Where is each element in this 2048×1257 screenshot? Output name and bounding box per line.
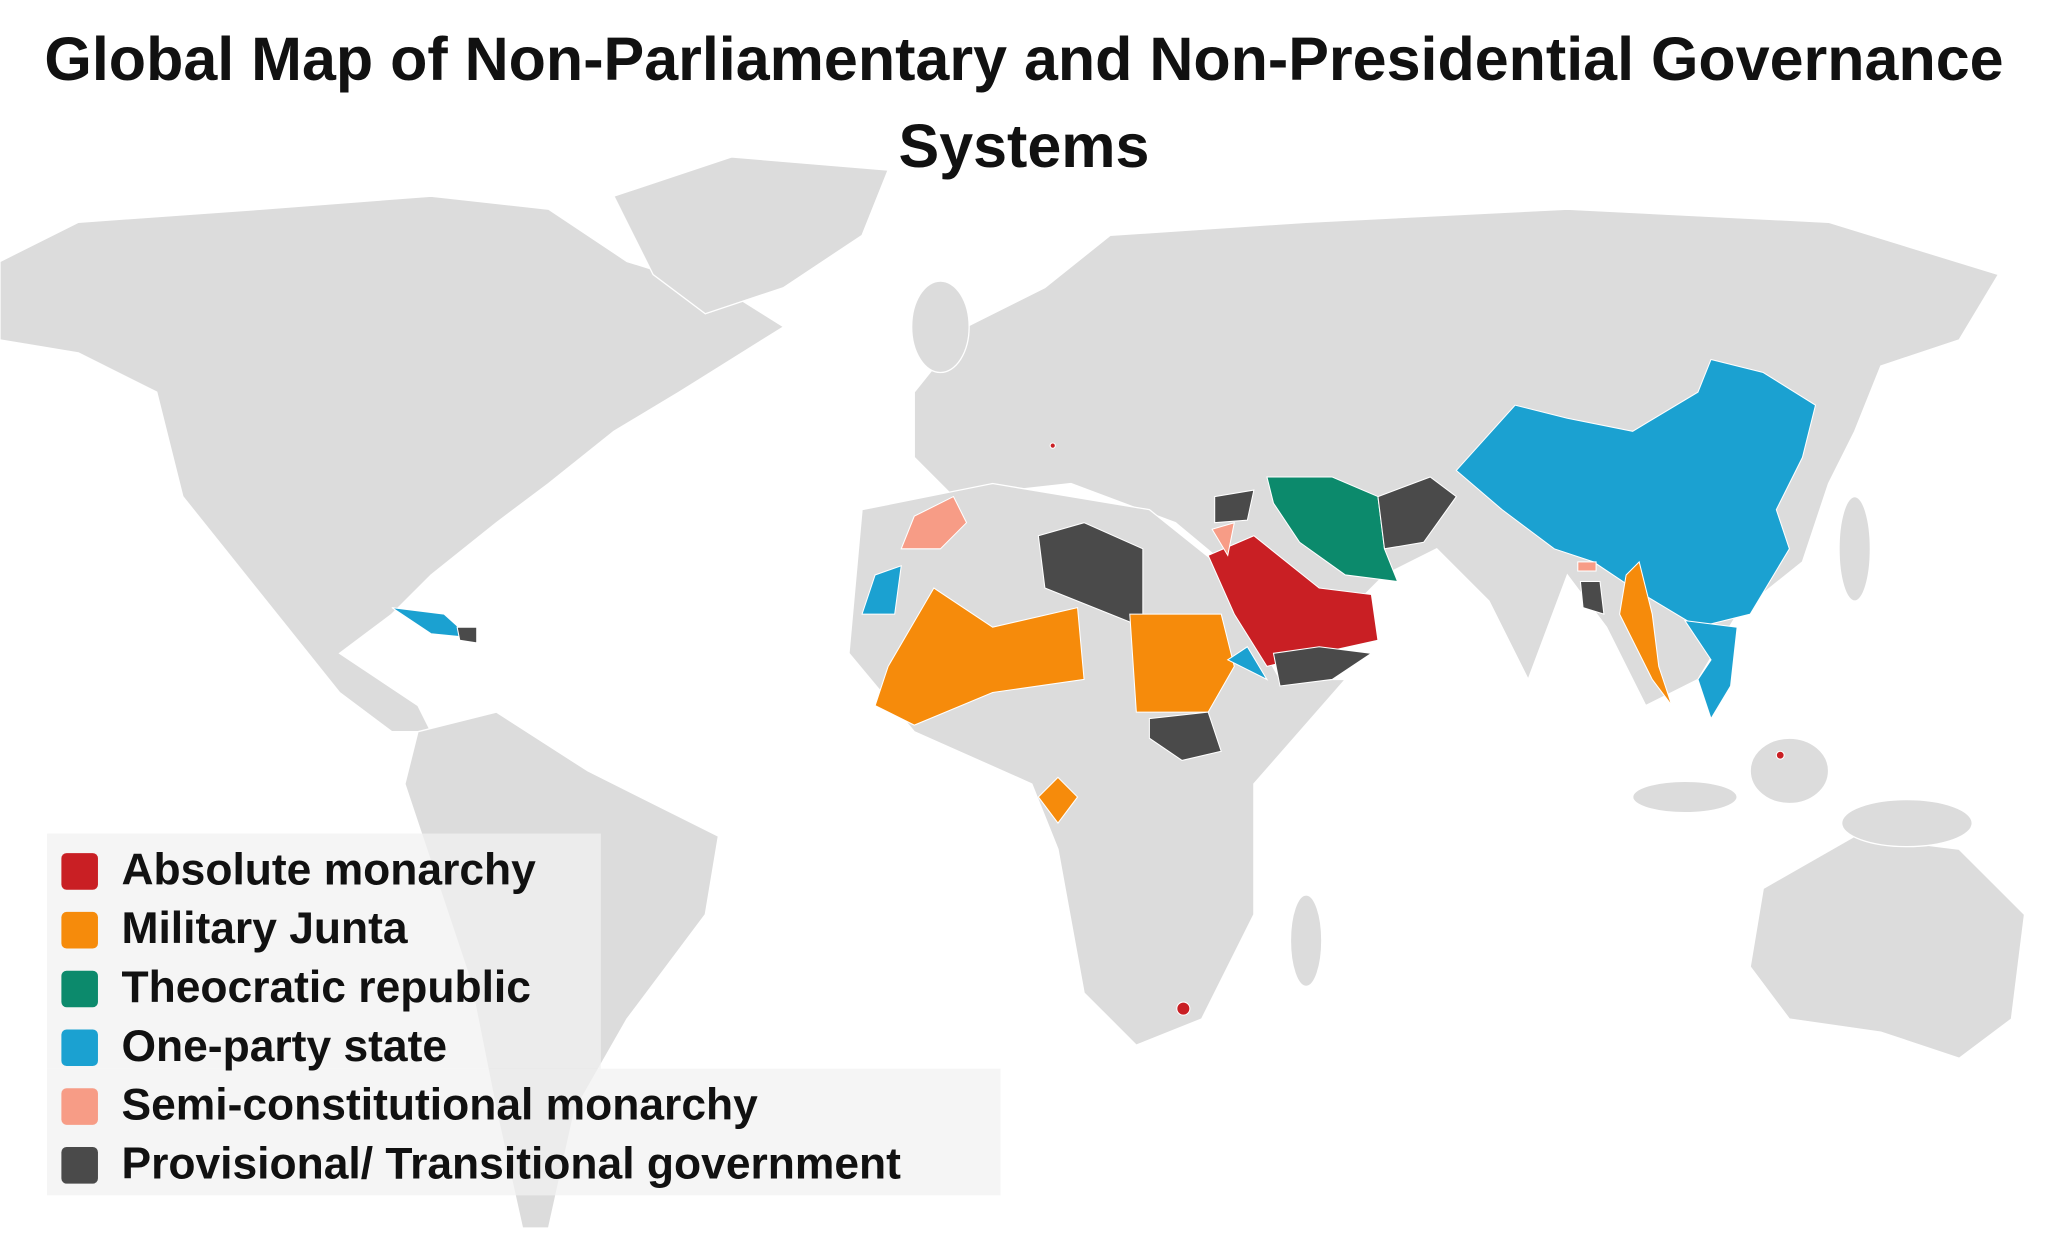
- legend-swatch: [61, 1088, 98, 1125]
- legend: Absolute monarchy Military Junta Theocrati…: [47, 833, 1001, 1196]
- legend-label: Absolute monarchy: [121, 845, 536, 894]
- country: [1129, 613, 1235, 713]
- legend-label: Provisional/ Transitional government: [121, 1139, 901, 1188]
- country: [1148, 711, 1222, 761]
- country: [1037, 776, 1079, 824]
- island: [1289, 894, 1323, 988]
- legend-swatch: [61, 853, 98, 890]
- legend-label: Semi-constitutional monarchy: [121, 1081, 758, 1130]
- island: [1631, 780, 1738, 814]
- legend-swatch: [61, 1029, 98, 1067]
- legend-swatch: [61, 970, 98, 1008]
- country: [1049, 442, 1056, 449]
- country: [1266, 476, 1399, 583]
- legend-background: [47, 833, 601, 1069]
- country: [861, 565, 902, 615]
- country: [1683, 620, 1738, 720]
- legend-label: Military Junta: [121, 904, 407, 953]
- country: [1619, 560, 1673, 706]
- legend-label: Theocratic republic: [121, 963, 530, 1012]
- legend-swatch: [61, 911, 98, 949]
- country: [456, 626, 478, 644]
- country: [1211, 521, 1235, 557]
- legend-label: One-party state: [121, 1022, 447, 1071]
- island: [911, 280, 970, 374]
- country: [1579, 580, 1605, 615]
- country: [1226, 646, 1269, 681]
- australia: [1749, 835, 2026, 1059]
- greenland: [612, 156, 890, 315]
- island: [1749, 737, 1830, 805]
- highlighted-countries: [391, 358, 1817, 1016]
- country: [900, 495, 968, 550]
- legend-swatch: [61, 1147, 98, 1184]
- country: [874, 587, 1085, 726]
- country: [1214, 489, 1255, 524]
- north-america: [0, 195, 785, 733]
- country: [1176, 1001, 1191, 1016]
- island: [1840, 798, 1973, 848]
- country: [1272, 646, 1373, 687]
- country: [1377, 476, 1458, 550]
- map-title: Global Map of Non-Parliamentary and Non-…: [44, 25, 2004, 180]
- country: [1775, 750, 1785, 760]
- island: [1838, 495, 1872, 602]
- legend-background: [47, 1068, 1001, 1196]
- country: [1577, 561, 1597, 572]
- country: [1207, 535, 1379, 667]
- country: [1455, 358, 1817, 628]
